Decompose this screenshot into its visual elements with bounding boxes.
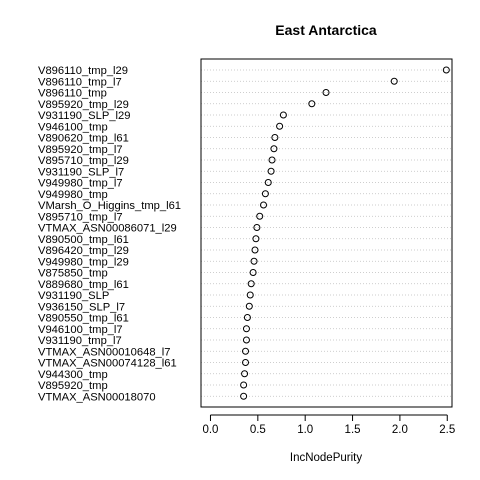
category-label: V895710_tmp_l7 xyxy=(38,211,123,223)
data-points xyxy=(240,66,450,400)
category-label: V890620_tmp_l61 xyxy=(38,133,129,145)
category-label: V896110_tmp xyxy=(38,88,107,100)
data-point xyxy=(242,359,250,366)
data-point xyxy=(242,347,250,355)
data-point xyxy=(322,89,330,96)
category-label: V936150_SLP_l7 xyxy=(38,301,125,313)
data-point xyxy=(270,145,278,153)
data-point xyxy=(442,66,450,74)
category-label: V931190_SLP xyxy=(38,290,109,302)
x-tick-label: 0.0 xyxy=(202,424,218,436)
data-point xyxy=(253,224,261,231)
category-label: V896110_tmp_l29 xyxy=(38,65,128,77)
category-label: V895920_tmp_l7 xyxy=(38,144,123,156)
x-tick-label: 1.5 xyxy=(345,424,361,436)
category-label: V931190_SLP_l29 xyxy=(38,110,130,122)
x-tick-label: 1.0 xyxy=(297,424,313,436)
x-tick-label: 0.5 xyxy=(250,424,266,436)
category-label: V895710_tmp_l29 xyxy=(38,155,129,167)
chart-title: East Antarctica xyxy=(275,22,377,38)
data-point xyxy=(268,156,276,164)
category-label: V946100_tmp xyxy=(38,121,108,133)
category-label: V895920_tmp_l29 xyxy=(38,99,129,111)
x-tick-label: 2.5 xyxy=(439,424,455,436)
category-label: V875850_tmp xyxy=(38,268,108,280)
category-label: V895920_tmp xyxy=(38,380,108,392)
category-label: V946100_tmp_l7 xyxy=(38,324,123,336)
category-label: V931190_tmp_l7 xyxy=(38,335,122,347)
data-point xyxy=(256,212,264,220)
data-point xyxy=(267,167,275,175)
data-point xyxy=(247,280,255,288)
category-label: V949980_tmp_l7 xyxy=(38,178,123,190)
data-point xyxy=(245,302,253,310)
data-point xyxy=(240,392,248,400)
x-axis: 0.0 0.5 1.0 1.5 2.0 2.5 xyxy=(202,414,455,436)
category-label: V949980_tmp xyxy=(38,189,108,201)
data-point xyxy=(251,246,259,254)
data-point xyxy=(271,134,279,141)
data-point xyxy=(242,336,250,344)
data-point xyxy=(246,291,254,299)
data-point xyxy=(252,235,260,243)
x-tick-label: 2.0 xyxy=(392,424,408,436)
data-point xyxy=(243,314,251,321)
data-point xyxy=(241,370,249,378)
category-label: V944300_tmp xyxy=(38,369,108,381)
data-point xyxy=(260,201,268,209)
data-point xyxy=(261,190,269,198)
category-label: V890550_tmp_l61 xyxy=(38,313,129,325)
data-point xyxy=(240,381,248,389)
category-label: V931190_SLP_l7 xyxy=(38,166,124,178)
category-label: VTMAX_ASN00018070 xyxy=(38,391,156,403)
category-label: VTMAX_ASN00010648_l7 xyxy=(38,346,170,358)
category-label: V896420_tmp_l29 xyxy=(38,245,129,257)
category-label: V896110_tmp_l7 xyxy=(38,76,122,88)
plot-frame xyxy=(200,58,453,408)
data-point xyxy=(390,77,398,85)
category-label: V890500_tmp_l61 xyxy=(38,234,129,246)
category-label: VTMAX_ASN00074128_l61 xyxy=(38,358,177,370)
category-label: V889680_tmp_l61 xyxy=(38,279,129,291)
data-point xyxy=(264,179,272,186)
category-label: VTMAX_ASN00086071_l29 xyxy=(38,223,177,235)
gridlines xyxy=(201,69,452,397)
data-point xyxy=(276,122,284,130)
category-labels: V896110_tmp_l29V896110_tmp_l7V896110_tmp… xyxy=(38,65,181,403)
data-point xyxy=(279,111,287,119)
x-axis-label: IncNodePurity xyxy=(290,452,362,464)
data-point xyxy=(308,100,316,108)
data-point xyxy=(250,257,258,265)
data-point xyxy=(242,325,250,333)
category-label: VMarsh_O_Higgins_tmp_l61 xyxy=(38,200,181,212)
category-label: V949980_tmp_l29 xyxy=(38,256,129,268)
data-point xyxy=(249,269,257,276)
